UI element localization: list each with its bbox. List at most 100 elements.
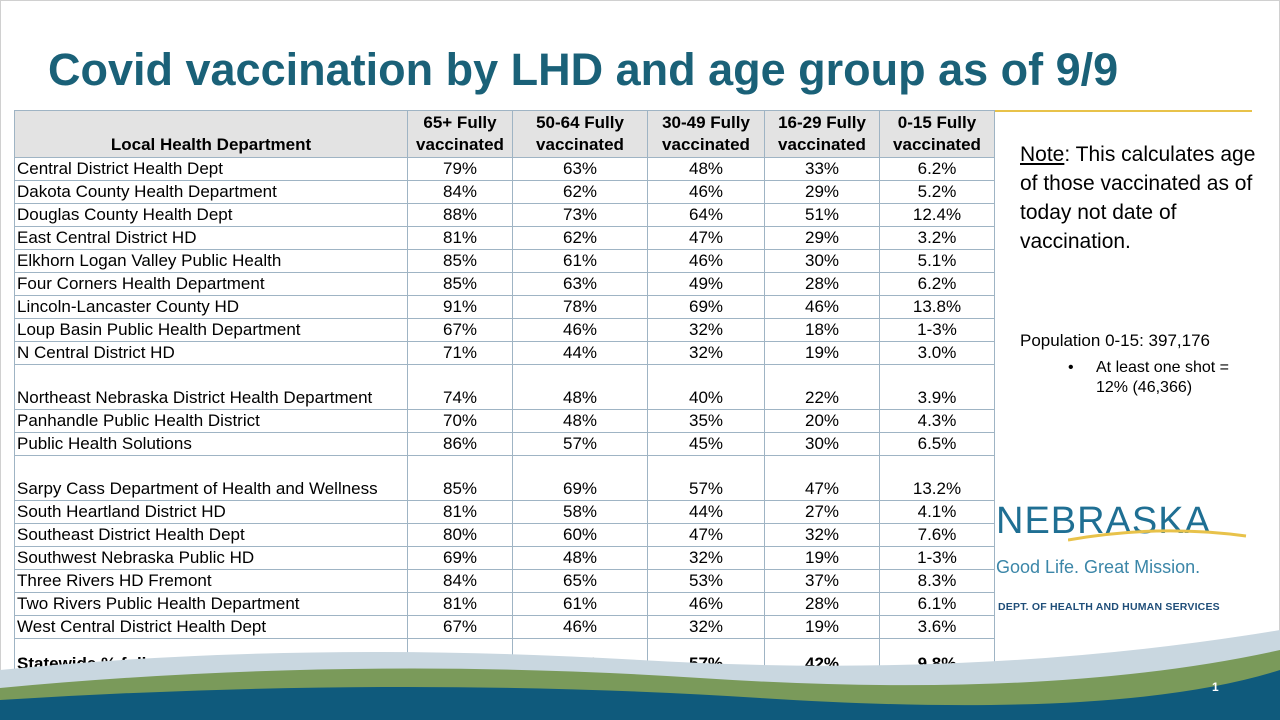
logo-tagline: Good Life. Great Mission. xyxy=(996,557,1201,577)
pct-cell-v30: 46% xyxy=(647,249,765,273)
pct-cell-v65: 81% xyxy=(407,226,513,250)
pct-cell-v30: 32% xyxy=(647,341,765,365)
lhd-name-cell: Sarpy Cass Department of Health and Well… xyxy=(14,455,408,501)
population-text: Population 0-15: 397,176 xyxy=(1020,331,1210,350)
lhd-name-cell: Three Rivers HD Fremont xyxy=(14,569,408,593)
pct-cell-v16: 28% xyxy=(764,272,880,296)
lhd-name-cell: Elkhorn Logan Valley Public Health xyxy=(14,249,408,273)
table-row: Southwest Nebraska Public HD 69% 48% 32% 19%… xyxy=(14,546,995,570)
pct-cell-v65: 88% xyxy=(407,203,513,227)
pct-cell-v16: 18% xyxy=(764,318,880,342)
pct-cell-v30: 47% xyxy=(647,226,765,250)
pct-cell-v0: 5.2% xyxy=(879,180,995,204)
table-row: N Central District HD 71% 44% 32% 19% 3.0% xyxy=(14,341,995,365)
pct-cell-v16: 27% xyxy=(764,500,880,524)
pct-cell-v65: 84% xyxy=(407,569,513,593)
note-block: Note: This calculates age of those vacci… xyxy=(1020,140,1260,256)
table-row: East Central District HD 81% 62% 47% 29% 3.2% xyxy=(14,226,995,250)
pct-cell-v50: 48% xyxy=(512,409,648,433)
pct-cell-v65: 81% xyxy=(407,500,513,524)
footer-wave-decoration xyxy=(0,630,1280,720)
lhd-name-cell: Southeast District Health Dept xyxy=(14,523,408,547)
pct-cell-v0: 6.2% xyxy=(879,272,995,296)
pct-cell-v30: 48% xyxy=(647,157,765,181)
pct-cell-v65: 85% xyxy=(407,249,513,273)
pct-cell-v50: 46% xyxy=(512,615,648,639)
pct-cell-v50: 61% xyxy=(512,249,648,273)
pct-cell-v50: 48% xyxy=(512,546,648,570)
slide-title: Covid vaccination by LHD and age group a… xyxy=(48,44,1119,95)
header-65plus: 65+ Fully vaccinated xyxy=(407,110,513,158)
lhd-name-cell: South Heartland District HD xyxy=(14,500,408,524)
table-row: Four Corners Health Department 85% 63% 49% 2… xyxy=(14,272,995,296)
pct-cell-v65: 69% xyxy=(407,546,513,570)
pct-cell-v30: 45% xyxy=(647,432,765,456)
pct-cell-v0: 3.0% xyxy=(879,341,995,365)
table-row: Three Rivers HD Fremont 84% 65% 53% 37% 8.3% xyxy=(14,569,995,593)
population-block: Population 0-15: 397,176 At least one sh… xyxy=(1020,330,1250,398)
lhd-name-cell: Dakota County Health Department xyxy=(14,180,408,204)
header-50-64: 50-64 Fully vaccinated xyxy=(512,110,648,158)
pct-cell-v16: 32% xyxy=(764,523,880,547)
table-row: Central District Health Dept 79% 63% 48% 33%… xyxy=(14,157,995,181)
pct-cell-v50: 63% xyxy=(512,272,648,296)
pct-cell-v0: 8.3% xyxy=(879,569,995,593)
pct-cell-v50: 46% xyxy=(512,318,648,342)
table-row: Elkhorn Logan Valley Public Health 85% 61%… xyxy=(14,249,995,273)
header-16-29: 16-29 Fully vaccinated xyxy=(764,110,880,158)
lhd-name-cell: Panhandle Public Health District xyxy=(14,409,408,433)
pct-cell-v50: 60% xyxy=(512,523,648,547)
pct-cell-v65: 67% xyxy=(407,615,513,639)
pct-cell-v0: 13.8% xyxy=(879,295,995,319)
pct-cell-v0: 3.9% xyxy=(879,364,995,410)
pct-cell-v0: 7.6% xyxy=(879,523,995,547)
table-row: Douglas County Health Dept 88% 73% 64% 51% 12… xyxy=(14,203,995,227)
pct-cell-v16: 19% xyxy=(764,546,880,570)
pct-cell-v30: 47% xyxy=(647,523,765,547)
pct-cell-v65: 84% xyxy=(407,180,513,204)
header-0-15: 0-15 Fully vaccinated xyxy=(879,110,995,158)
pct-cell-v65: 86% xyxy=(407,432,513,456)
pct-cell-v50: 63% xyxy=(512,157,648,181)
pct-cell-v16: 37% xyxy=(764,569,880,593)
pct-cell-v0: 12.4% xyxy=(879,203,995,227)
pct-cell-v65: 71% xyxy=(407,341,513,365)
nebraska-dhhs-logo: NEBRASKA Good Life. Great Mission. DEPT.… xyxy=(996,500,1247,620)
table-row: Northeast Nebraska District Health Depar… xyxy=(14,364,995,410)
population-bullets: At least one shot = 12% (46,366) xyxy=(1020,358,1250,398)
page-number: 1 xyxy=(1212,680,1219,694)
pct-cell-v16: 29% xyxy=(764,226,880,250)
pct-cell-v30: 46% xyxy=(647,180,765,204)
pct-cell-v30: 32% xyxy=(647,546,765,570)
pct-cell-v50: 65% xyxy=(512,569,648,593)
pct-cell-v50: 44% xyxy=(512,341,648,365)
population-bullet: At least one shot = 12% (46,366) xyxy=(1068,358,1250,398)
pct-cell-v16: 19% xyxy=(764,341,880,365)
pct-cell-v50: 78% xyxy=(512,295,648,319)
pct-cell-v65: 80% xyxy=(407,523,513,547)
pct-cell-v0: 6.5% xyxy=(879,432,995,456)
pct-cell-v16: 30% xyxy=(764,249,880,273)
pct-cell-v65: 85% xyxy=(407,272,513,296)
pct-cell-v16: 29% xyxy=(764,180,880,204)
lhd-name-cell: Douglas County Health Dept xyxy=(14,203,408,227)
pct-cell-v65: 91% xyxy=(407,295,513,319)
pct-cell-v30: 44% xyxy=(647,500,765,524)
lhd-name-cell: Northeast Nebraska District Health Depar… xyxy=(14,364,408,410)
table-row: Lincoln-Lancaster County HD 91% 78% 69% 46% 1… xyxy=(14,295,995,319)
note-text: : This calculates age of those vaccinate… xyxy=(1020,143,1256,253)
pct-cell-v16: 22% xyxy=(764,364,880,410)
pct-cell-v65: 81% xyxy=(407,592,513,616)
lhd-name-cell: Public Health Solutions xyxy=(14,432,408,456)
pct-cell-v50: 62% xyxy=(512,226,648,250)
pct-cell-v16: 33% xyxy=(764,157,880,181)
header-lhd: Local Health Department xyxy=(14,110,408,158)
table-row: West Central District Health Dept 67% 46% 3… xyxy=(14,615,995,639)
pct-cell-v50: 48% xyxy=(512,364,648,410)
lhd-name-cell: Loup Basin Public Health Department xyxy=(14,318,408,342)
pct-cell-v65: 74% xyxy=(407,364,513,410)
pct-cell-v30: 64% xyxy=(647,203,765,227)
pct-cell-v0: 4.3% xyxy=(879,409,995,433)
lhd-name-cell: Central District Health Dept xyxy=(14,157,408,181)
pct-cell-v65: 79% xyxy=(407,157,513,181)
